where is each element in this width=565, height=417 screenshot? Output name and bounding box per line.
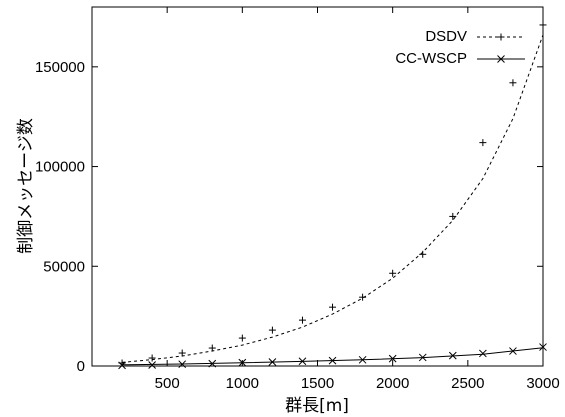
data-point-dsdv [509, 79, 517, 87]
x-tick-label: 500 [155, 375, 180, 392]
legend-point [497, 33, 505, 41]
data-point-cc-wscp [268, 358, 277, 366]
data-point-dsdv [359, 293, 367, 301]
data-point-cc-wscp [509, 347, 517, 355]
data-point-cc-wscp [208, 359, 217, 368]
plot-frame [91, 6, 544, 367]
x-axis-label: 群長[m] [285, 396, 349, 416]
data-point-cc-wscp [118, 361, 126, 370]
data-point-dsdv [178, 349, 186, 357]
data-point-cc-wscp [448, 351, 457, 360]
data-point-cc-wscp [539, 343, 547, 351]
y-tick-label: 0 [77, 358, 85, 375]
x-tick-label: 2500 [451, 375, 484, 392]
legend-marker-dsdv [497, 33, 505, 41]
x-tick-label: 2000 [376, 375, 409, 392]
legend: DSDV CC-WSCP [395, 28, 525, 67]
legend-label-dsdv: DSDV [425, 28, 467, 45]
data-point-dsdv [148, 354, 156, 362]
data-point-cc-wscp [388, 354, 397, 363]
data-point-dsdv [389, 269, 397, 277]
data-point-dsdv [298, 316, 306, 324]
legend-point [497, 55, 505, 63]
y-tick-label: 50000 [43, 258, 85, 275]
x-tick-label: 1500 [301, 375, 334, 392]
data-point-dsdv [329, 303, 337, 311]
fit-curve-dsdv [122, 34, 544, 363]
data-point-cc-wscp [148, 361, 156, 369]
data-point-cc-wscp [238, 358, 247, 367]
data-point-cc-wscp [178, 360, 187, 369]
x-tick-label: 1000 [226, 375, 259, 392]
data-point-dsdv [238, 334, 246, 342]
data-point-cc-wscp [479, 349, 487, 358]
data-point-cc-wscp [358, 355, 367, 364]
data-point-cc-wscp [298, 357, 307, 366]
data-point-cc-wscp [328, 356, 337, 365]
y-tick-label: 100000 [35, 159, 85, 176]
legend-marker-cc-wscp [497, 55, 505, 63]
data-point-dsdv [479, 139, 487, 147]
axis-ticks: 500 1000 1500 2000 2500 3000 0 50000 100000 15000… [35, 7, 560, 392]
data-point-dsdv [449, 212, 457, 220]
x-tick-label: 3000 [526, 375, 559, 392]
data-markers [118, 21, 547, 370]
y-tick-label: 150000 [35, 59, 85, 76]
data-point-dsdv [419, 250, 427, 258]
y-axis-label: 制御メッセージ数 [16, 118, 36, 254]
data-point-dsdv [208, 344, 216, 352]
data-point-dsdv [268, 326, 276, 334]
legend-label-cc-wscp: CC-WSCP [395, 50, 467, 67]
fit-curves [122, 34, 544, 366]
data-point-cc-wscp [418, 353, 427, 362]
data-point-dsdv [539, 21, 547, 29]
